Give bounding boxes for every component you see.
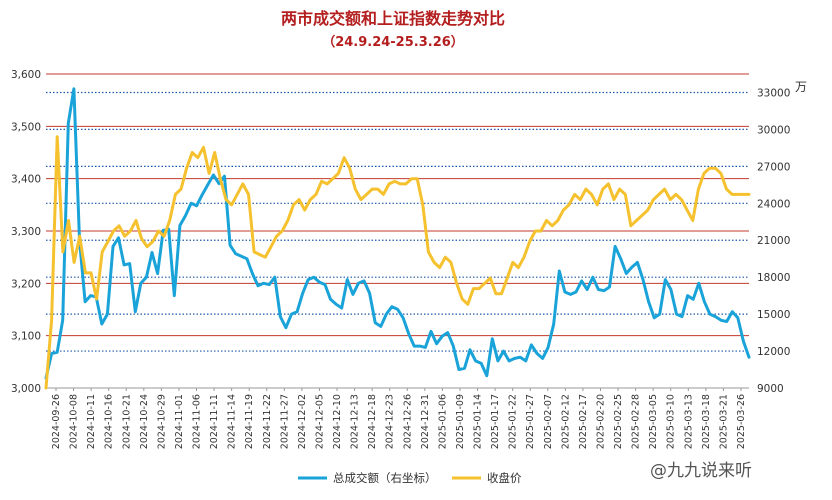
left-tick-label: 3,300 (11, 226, 41, 238)
right-tick-label: 12000 (757, 346, 790, 358)
x-tick-label: 2025-03-05 (648, 394, 659, 449)
x-tick-label: 2024-12-10 (332, 394, 343, 449)
left-tick-label: 3,100 (11, 331, 41, 343)
x-tick-label: 2025-03-13 (683, 394, 694, 449)
x-tick-label: 2025-02-20 (595, 394, 606, 449)
x-tick-label: 2025-02-28 (631, 394, 642, 449)
x-tick-label: 2024-10-21 (121, 394, 132, 449)
series-line-turnover (44, 87, 751, 380)
x-tick-label: 2024-12-13 (350, 394, 361, 449)
right-axis-ticks: 9000 12000 15000 18000 21000 24000 27000 30000 3… (757, 87, 790, 395)
x-tick-label: 2024-10-29 (156, 394, 167, 449)
left-axis-gridlines (46, 73, 749, 337)
legend: 总成交额（右坐标） 收盘价 (298, 471, 522, 485)
series-layer (44, 87, 751, 390)
x-tick-label: 2024-11-27 (279, 394, 290, 449)
right-tick-label: 9000 (757, 383, 784, 395)
x-tick-label: 2024-10-11 (86, 394, 97, 449)
x-tick-label: 2025-01-06 (437, 394, 448, 449)
x-tick-label: 2024-11-11 (209, 394, 220, 449)
right-axis-unit: 万 (795, 80, 807, 94)
right-tick-label: 15000 (757, 309, 790, 321)
x-tick-label: 2024-12-02 (297, 394, 308, 449)
left-tick-label: 3,400 (11, 174, 41, 186)
x-tick-label: 2024-12-31 (420, 394, 431, 449)
x-tick-label: 2025-01-27 (525, 394, 536, 449)
right-tick-label: 30000 (757, 124, 790, 136)
x-tick-label: 2025-02-25 (613, 394, 624, 449)
x-tick-label: 2025-01-17 (490, 394, 501, 449)
x-tick-label: 2025-01-22 (508, 394, 519, 449)
x-tick-label: 2025-02-17 (578, 394, 589, 449)
x-tick-label: 2025-02-07 (543, 394, 554, 449)
x-tick-label: 2025-01-09 (455, 394, 466, 449)
x-tick-label: 2024-09-26 (51, 394, 62, 449)
left-tick-label: 3,600 (11, 69, 41, 81)
right-tick-label: 18000 (757, 272, 790, 284)
x-tick-label: 2024-11-01 (174, 394, 185, 449)
x-tick-label: 2024-10-08 (69, 394, 80, 449)
x-tick-label: 2025-01-14 (473, 394, 484, 449)
legend-label-amount: 总成交额（右坐标） (333, 471, 437, 485)
x-tick-label: 2024-12-18 (367, 394, 378, 449)
x-tick-label: 2025-02-12 (560, 394, 571, 449)
right-tick-label: 24000 (757, 198, 790, 210)
x-tick-label: 2025-03-18 (701, 394, 712, 449)
right-tick-label: 21000 (757, 235, 790, 247)
x-tick-label: 2024-12-05 (314, 394, 325, 449)
series-line-close (44, 135, 751, 390)
x-tick-label: 2025-03-10 (666, 394, 677, 449)
right-axis-gridlines (46, 91, 749, 352)
x-tick-label: 2024-12-26 (402, 394, 413, 449)
chart-subtitle: （24.9.24-25.3.26） (322, 34, 464, 50)
x-tick-label: 2024-10-24 (139, 394, 150, 449)
x-tick-label: 2025-03-21 (718, 394, 729, 449)
left-tick-label: 3,500 (11, 121, 41, 133)
x-axis-ticks: 2024-09-26 2024-10-08 2024-10-11 2024-10-16… (51, 388, 747, 449)
right-tick-label: 33000 (757, 87, 790, 99)
x-tick-label: 2024-11-14 (227, 394, 238, 449)
x-tick-label: 2024-11-22 (262, 394, 273, 449)
legend-label-close: 收盘价 (487, 471, 522, 485)
watermark-text: @九九说来听 (650, 461, 752, 481)
left-tick-label: 3,000 (11, 383, 41, 395)
x-tick-label: 2025-03-26 (736, 394, 747, 449)
left-tick-label: 3,200 (11, 278, 41, 290)
x-tick-label: 2024-12-23 (385, 394, 396, 449)
chart-title: 两市成交额和上证指数走势对比 (281, 9, 505, 28)
left-axis-ticks: 3,000 3,100 3,200 3,300 3,400 3,500 3,600 (11, 69, 41, 395)
x-tick-label: 2024-11-19 (244, 394, 255, 449)
right-tick-label: 27000 (757, 161, 790, 173)
x-tick-label: 2024-10-16 (104, 394, 115, 449)
x-tick-label: 2024-11-06 (192, 394, 203, 449)
